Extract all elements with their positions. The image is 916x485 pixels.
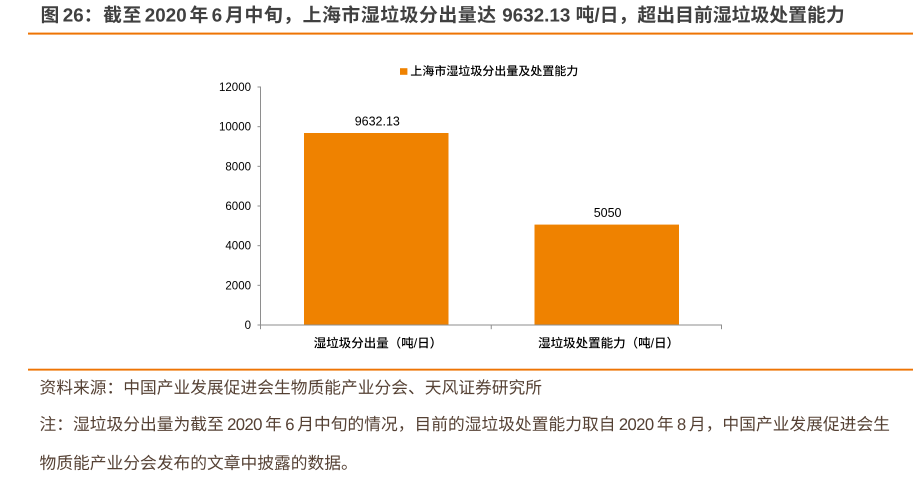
- svg-text:6000: 6000: [225, 201, 251, 213]
- svg-text:8000: 8000: [225, 161, 251, 173]
- svg-text:12000: 12000: [219, 82, 251, 94]
- svg-text:10000: 10000: [219, 122, 251, 134]
- svg-text:4000: 4000: [225, 241, 251, 253]
- svg-text:9632.13: 9632.13: [355, 115, 400, 129]
- svg-text:0: 0: [245, 320, 251, 332]
- svg-text:2000: 2000: [225, 280, 251, 292]
- svg-text:5050: 5050: [594, 206, 622, 220]
